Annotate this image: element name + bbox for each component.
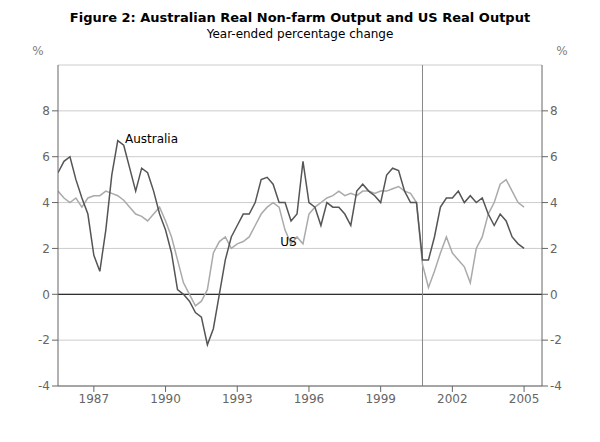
html-text:Year-ended percentage change: Year-ended percentage change (206, 27, 394, 41)
svg-text:2: 2 (550, 242, 558, 256)
svg-text:-2: -2 (38, 333, 50, 347)
svg-text:6: 6 (42, 150, 50, 164)
svg-text:1996: 1996 (294, 392, 325, 406)
svg-text:6: 6 (550, 150, 558, 164)
svg-text:2002: 2002 (437, 392, 468, 406)
svg-text:4: 4 (550, 196, 558, 210)
svg-text:1993: 1993 (222, 392, 253, 406)
html-text:Figure 2: Australian Real Non-: Figure 2: Australian Real Non-farm Outpu… (69, 10, 531, 25)
svg-text:%: % (556, 44, 567, 58)
svg-text:4: 4 (42, 196, 50, 210)
svg-text:8: 8 (42, 104, 50, 118)
svg-text:-4: -4 (550, 379, 562, 393)
svg-text:2: 2 (42, 242, 50, 256)
svg-text:%: % (32, 44, 43, 58)
svg-text:2005: 2005 (509, 392, 540, 406)
svg-text:1987: 1987 (79, 392, 110, 406)
svg-text:Australia: Australia (125, 132, 178, 146)
svg-text:0: 0 (550, 288, 558, 302)
svg-text:8: 8 (550, 104, 558, 118)
svg-text:-4: -4 (38, 379, 50, 393)
svg-text:US: US (280, 235, 296, 249)
svg-text:1990: 1990 (150, 392, 181, 406)
svg-text:-2: -2 (550, 333, 562, 347)
svg-text:0: 0 (42, 288, 50, 302)
svg-text:1999: 1999 (365, 392, 396, 406)
